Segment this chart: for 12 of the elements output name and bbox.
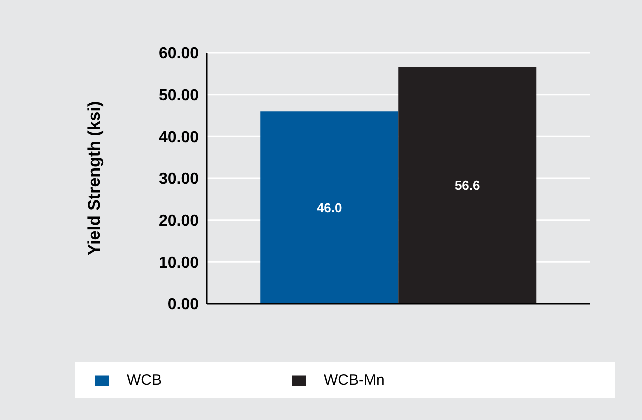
y-tick-label: 0.00 — [168, 296, 200, 314]
y-tick-label: 30.00 — [158, 171, 200, 188]
data-label: 46.0 — [316, 200, 342, 216]
legend-label: WCB-Mn — [324, 372, 385, 388]
y-tick-label: 50.00 — [158, 88, 200, 105]
y-axis-title: Yield Strength (ksi) — [85, 101, 104, 256]
y-tick-label: 60.00 — [158, 46, 200, 63]
data-label: 56.6 — [454, 178, 480, 194]
y-tick-label: 40.00 — [158, 129, 200, 146]
legend-label: WCB — [127, 372, 162, 388]
y-tick-label: 10.00 — [158, 254, 200, 272]
y-tick-label: 20.00 — [158, 213, 200, 230]
